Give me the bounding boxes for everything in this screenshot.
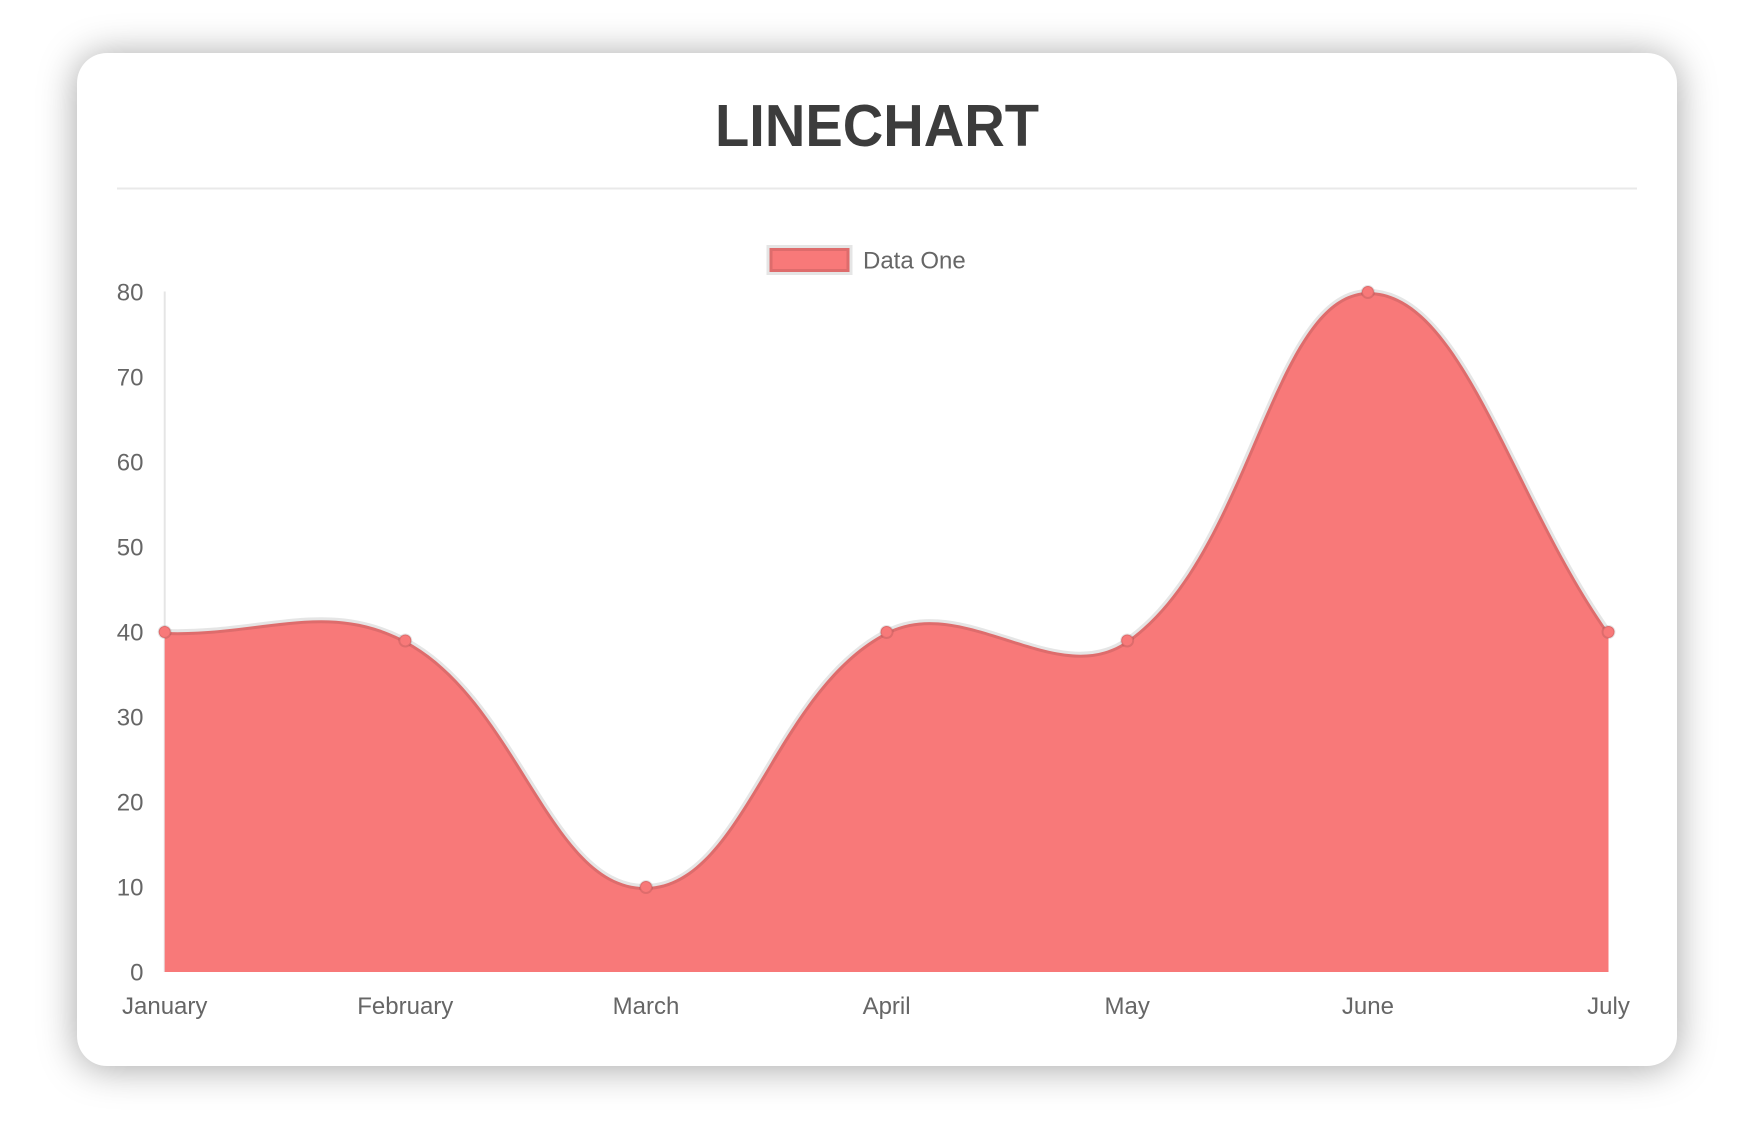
svg-text:70: 70	[117, 365, 144, 392]
svg-text:60: 60	[117, 450, 144, 477]
svg-text:May: May	[1105, 993, 1150, 1020]
svg-text:March: March	[613, 993, 680, 1020]
svg-text:June: June	[1342, 993, 1394, 1020]
svg-text:Data One: Data One	[863, 248, 966, 275]
svg-text:80: 80	[117, 280, 144, 307]
svg-text:0: 0	[130, 960, 143, 987]
svg-text:January: January	[122, 993, 207, 1020]
svg-text:July: July	[1587, 993, 1630, 1020]
svg-text:10: 10	[117, 875, 144, 902]
svg-text:20: 20	[117, 790, 144, 817]
svg-text:40: 40	[117, 620, 144, 647]
svg-text:30: 30	[117, 705, 144, 732]
svg-text:February: February	[357, 993, 453, 1020]
svg-text:LINECHART: LINECHART	[715, 93, 1039, 159]
svg-text:50: 50	[117, 535, 144, 562]
svg-text:April: April	[863, 993, 911, 1020]
